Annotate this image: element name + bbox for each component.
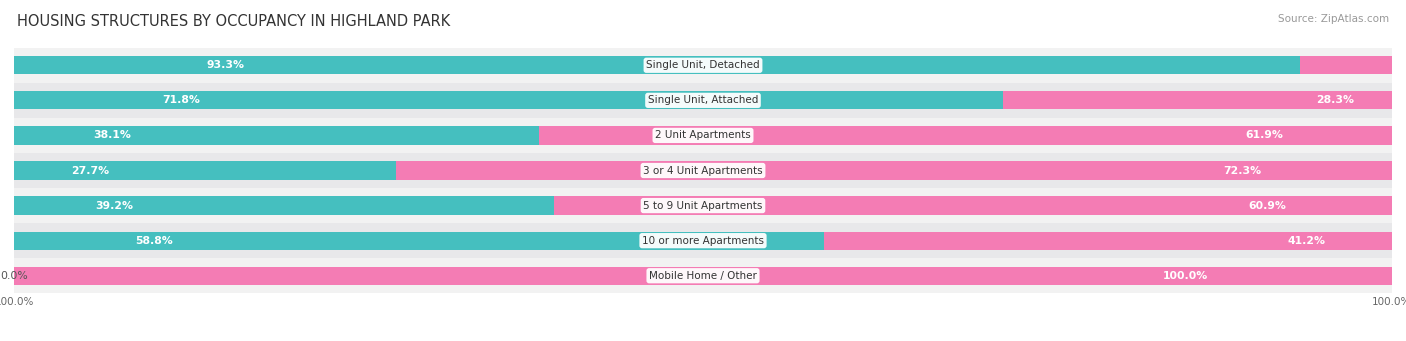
Text: 71.8%: 71.8% xyxy=(163,95,200,105)
Text: 27.7%: 27.7% xyxy=(72,165,110,176)
Text: 41.2%: 41.2% xyxy=(1288,236,1326,246)
Bar xyxy=(824,232,1392,250)
Bar xyxy=(14,153,1392,188)
Bar xyxy=(14,83,1392,118)
Text: Mobile Home / Other: Mobile Home / Other xyxy=(650,271,756,281)
Text: Single Unit, Attached: Single Unit, Attached xyxy=(648,95,758,105)
Legend: Owner-occupied, Renter-occupied: Owner-occupied, Renter-occupied xyxy=(588,338,818,341)
Bar xyxy=(14,258,1392,293)
Bar xyxy=(1299,56,1392,74)
Bar xyxy=(14,48,1392,83)
Text: 0.0%: 0.0% xyxy=(0,271,28,281)
Bar xyxy=(14,56,1299,74)
Text: 38.1%: 38.1% xyxy=(93,130,131,140)
Bar xyxy=(554,196,1393,215)
Bar xyxy=(395,161,1392,180)
Bar xyxy=(538,126,1392,145)
Bar xyxy=(14,196,554,215)
Bar xyxy=(14,161,395,180)
Bar xyxy=(14,223,1392,258)
Text: 61.9%: 61.9% xyxy=(1246,130,1282,140)
Bar xyxy=(14,232,824,250)
Text: HOUSING STRUCTURES BY OCCUPANCY IN HIGHLAND PARK: HOUSING STRUCTURES BY OCCUPANCY IN HIGHL… xyxy=(17,14,450,29)
Text: Source: ZipAtlas.com: Source: ZipAtlas.com xyxy=(1278,14,1389,24)
Text: Single Unit, Detached: Single Unit, Detached xyxy=(647,60,759,70)
Text: 100.0%: 100.0% xyxy=(1163,271,1208,281)
Bar xyxy=(14,118,1392,153)
Text: 58.8%: 58.8% xyxy=(135,236,173,246)
Text: 28.3%: 28.3% xyxy=(1316,95,1354,105)
Bar xyxy=(14,267,1392,285)
Bar xyxy=(14,188,1392,223)
Text: 10 or more Apartments: 10 or more Apartments xyxy=(643,236,763,246)
Text: 72.3%: 72.3% xyxy=(1223,165,1261,176)
Bar xyxy=(14,91,1004,109)
Text: 39.2%: 39.2% xyxy=(96,201,134,211)
Text: 2 Unit Apartments: 2 Unit Apartments xyxy=(655,130,751,140)
Text: 3 or 4 Unit Apartments: 3 or 4 Unit Apartments xyxy=(643,165,763,176)
Text: 60.9%: 60.9% xyxy=(1249,201,1286,211)
Text: 5 to 9 Unit Apartments: 5 to 9 Unit Apartments xyxy=(644,201,762,211)
Bar xyxy=(1004,91,1393,109)
Bar xyxy=(14,126,538,145)
Text: 93.3%: 93.3% xyxy=(207,60,245,70)
